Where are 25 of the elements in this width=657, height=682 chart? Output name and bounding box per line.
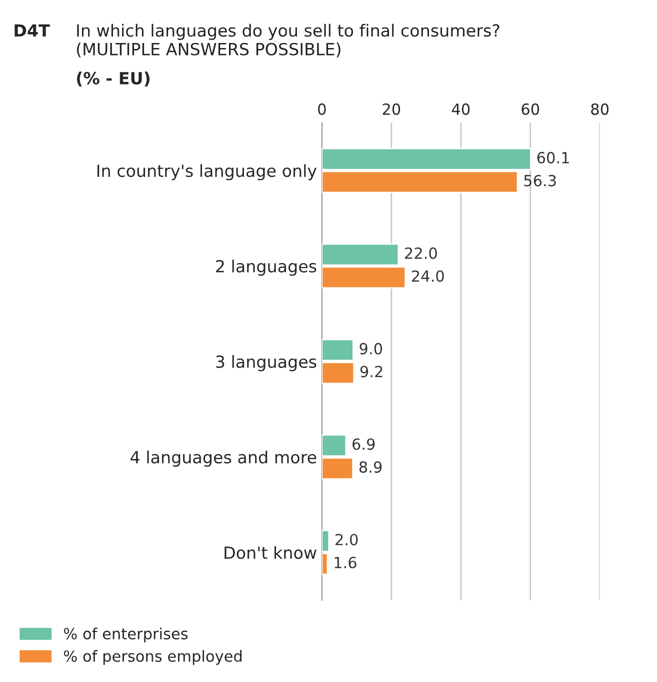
x-tick-label: 0 (318, 103, 326, 115)
x-tick-label: 80 (591, 103, 609, 115)
data-label: 24.0 (412, 270, 444, 282)
data-label: 9.0 (360, 342, 382, 354)
x-tick-label: 20 (382, 103, 400, 115)
data-label: 1.6 (334, 556, 356, 568)
data-label: 56.3 (524, 174, 556, 186)
data-label: 9.2 (360, 366, 382, 378)
y-tick-label: In country's language only (97, 164, 317, 180)
data-label: 6.9 (352, 438, 375, 450)
chart-title: In which languages do you sell to final consumers? (MULTIPLE ANSWERS POSSIBLE) (76, 24, 500, 58)
legend-label: % of persons employed (64, 650, 242, 665)
y-tick-label: 2 languages (216, 260, 316, 276)
data-label: 22.0 (405, 247, 437, 259)
y-tick-label: 4 languages and more (130, 450, 316, 467)
text: (% - EU) (76, 72, 150, 86)
data-label: 60.1 (537, 152, 569, 164)
data-label: 8.9 (359, 461, 382, 473)
x-tick-label: 40 (452, 103, 470, 115)
y-tick-label: 3 languages (216, 355, 316, 372)
y-tick-label: Don't know (224, 546, 316, 559)
text: D4T (14, 24, 50, 37)
x-tick-label: 60 (522, 103, 540, 115)
data-label: 2.0 (336, 534, 358, 546)
legend-label: % of enterprises (64, 628, 188, 642)
